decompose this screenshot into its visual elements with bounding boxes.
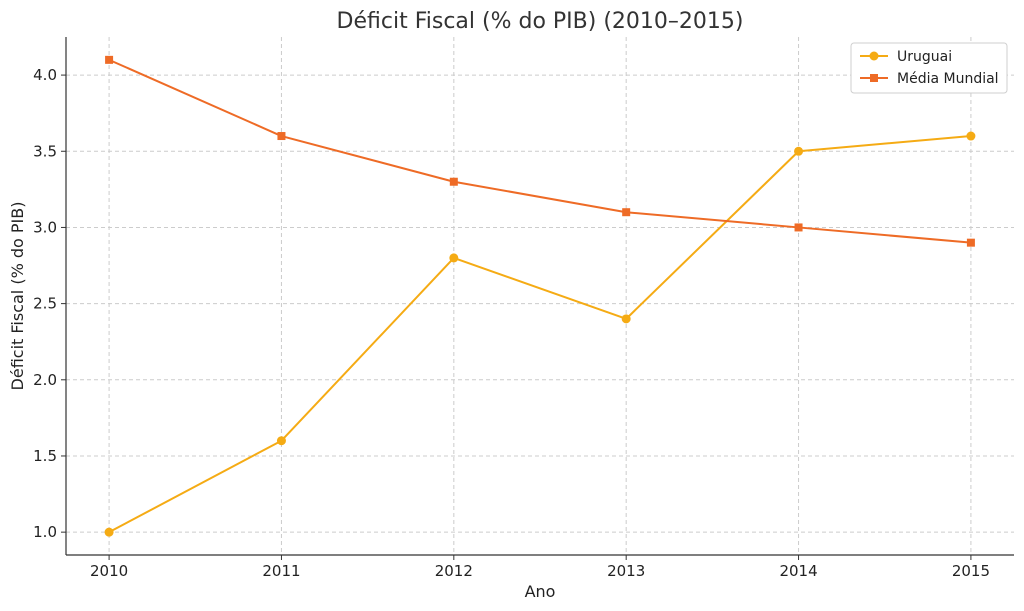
series-lines	[104, 55, 976, 537]
data-point-uruguai	[449, 253, 459, 263]
x-tick-label: 2010	[90, 562, 128, 580]
y-axis-title: Déficit Fiscal (% do PIB)	[8, 202, 27, 391]
data-point-media-mundial	[794, 223, 803, 232]
y-tick-label: 4.0	[33, 66, 57, 84]
data-point-uruguai	[621, 314, 631, 324]
data-point-media-mundial	[966, 238, 975, 247]
data-point-media-mundial	[449, 177, 458, 186]
legend: Uruguai Média Mundial	[850, 42, 1008, 94]
y-tick-label: 1.0	[33, 523, 57, 541]
y-tick-label: 3.0	[33, 218, 57, 236]
series-line-uruguai	[108, 135, 971, 534]
tick-labels: 2010 2011 2012 2013 2014 2015 1.0 1.5 2.0 2.5 3.0 3…	[33, 66, 990, 580]
legend-box	[850, 42, 1008, 94]
x-tick-label: 2013	[607, 562, 645, 580]
axes	[61, 37, 1014, 560]
data-point-uruguai	[276, 436, 286, 446]
legend-marker	[870, 74, 878, 82]
chart-title: Déficit Fiscal (% do PIB) (2010–2015)	[337, 9, 744, 34]
x-tick-label: 2011	[262, 562, 300, 580]
x-tick-label: 2012	[435, 562, 473, 580]
data-point-media-mundial	[622, 208, 631, 217]
x-tick-label: 2014	[779, 562, 817, 580]
y-tick-label: 2.5	[33, 295, 57, 313]
y-tick-label: 1.5	[33, 447, 57, 465]
data-point-media-mundial	[105, 55, 114, 64]
data-point-uruguai	[966, 131, 976, 141]
legend-marker	[869, 51, 879, 61]
data-point-uruguai	[104, 527, 114, 537]
legend-label: Uruguai	[897, 49, 952, 65]
data-point-media-mundial	[277, 132, 286, 141]
grid	[66, 37, 1014, 555]
y-tick-label: 2.0	[33, 371, 57, 389]
y-tick-label: 3.5	[33, 142, 57, 160]
series-line-media-mundial	[108, 58, 971, 244]
x-tick-label: 2015	[952, 562, 990, 580]
x-axis-title: Ano	[525, 582, 556, 601]
data-point-uruguai	[794, 146, 804, 156]
legend-label: Média Mundial	[897, 71, 999, 87]
